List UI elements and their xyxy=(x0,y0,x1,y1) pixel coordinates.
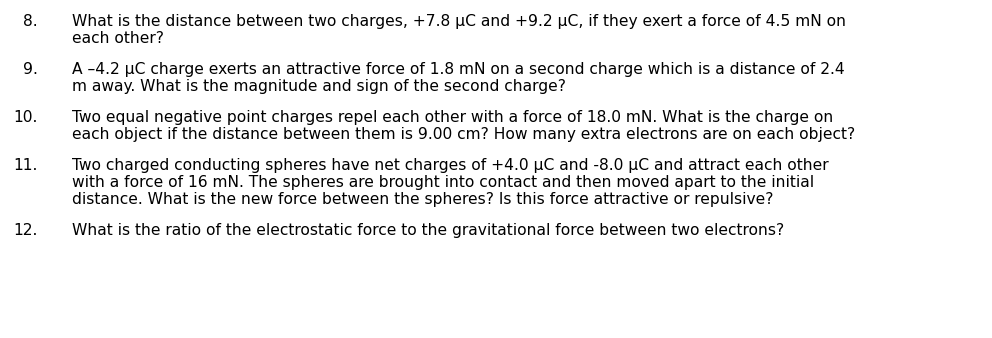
Text: m away. What is the magnitude and sign of the second charge?: m away. What is the magnitude and sign o… xyxy=(72,79,566,94)
Text: Two equal negative point charges repel each other with a force of 18.0 mN. What : Two equal negative point charges repel e… xyxy=(72,110,833,125)
Text: each object if the distance between them is 9.00 cm? How many extra electrons ar: each object if the distance between them… xyxy=(72,127,855,142)
Text: 11.: 11. xyxy=(14,158,38,173)
Text: Two charged conducting spheres have net charges of +4.0 μC and -8.0 μC and attra: Two charged conducting spheres have net … xyxy=(72,158,828,173)
Text: with a force of 16 mN. The spheres are brought into contact and then moved apart: with a force of 16 mN. The spheres are b… xyxy=(72,175,814,190)
Text: 9.: 9. xyxy=(23,62,38,77)
Text: distance. What is the new force between the spheres? Is this force attractive or: distance. What is the new force between … xyxy=(72,192,774,207)
Text: 12.: 12. xyxy=(14,223,38,238)
Text: A –4.2 μC charge exerts an attractive force of 1.8 mN on a second charge which i: A –4.2 μC charge exerts an attractive fo… xyxy=(72,62,845,77)
Text: each other?: each other? xyxy=(72,31,164,46)
Text: What is the ratio of the electrostatic force to the gravitational force between : What is the ratio of the electrostatic f… xyxy=(72,223,785,238)
Text: 10.: 10. xyxy=(14,110,38,125)
Text: What is the distance between two charges, +7.8 μC and +9.2 μC, if they exert a f: What is the distance between two charges… xyxy=(72,14,846,29)
Text: 8.: 8. xyxy=(24,14,38,29)
